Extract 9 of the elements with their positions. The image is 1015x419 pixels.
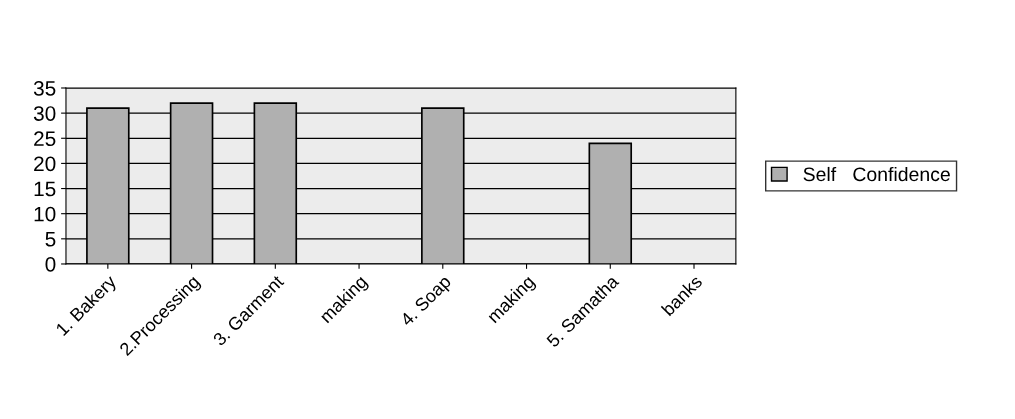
y-tick-label: 25	[34, 131, 56, 147]
y-tick-label: 15	[34, 181, 56, 197]
legend-label: Self Confidence	[803, 166, 950, 182]
y-tick-label: 0	[45, 256, 56, 272]
y-tick-label: 5	[45, 232, 56, 247]
y-tick-label: 10	[34, 206, 56, 222]
y-tick-label: 30	[33, 106, 56, 121]
y-tick-label: 35	[33, 80, 56, 96]
y-tick-label: 20	[34, 156, 56, 172]
